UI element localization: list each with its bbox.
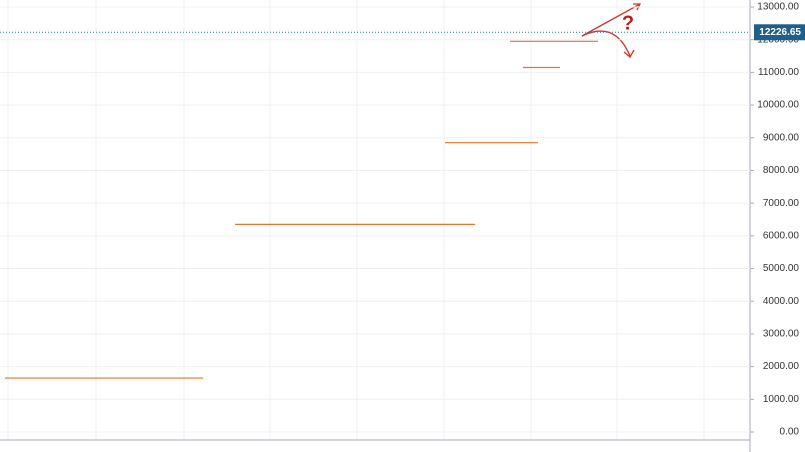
- current-price-tag: [754, 24, 805, 41]
- current-price-label: 12226.65: [759, 27, 801, 38]
- vertical-grid: [7, 0, 705, 440]
- y-tick-label: 1000.00: [763, 394, 800, 405]
- y-tick-label: 13000.00: [757, 2, 799, 13]
- y-tick-label: 9000.00: [763, 132, 800, 143]
- y-tick-label: 6000.00: [763, 230, 800, 241]
- y-tick-label: 10000.00: [757, 100, 799, 111]
- y-tick-label: 8000.00: [763, 165, 800, 176]
- y-tick-label: 4000.00: [763, 296, 800, 307]
- y-tick-label: 0.00: [780, 427, 800, 438]
- forecast-arrows: [581, 3, 642, 58]
- y-tick-label: 2000.00: [763, 361, 800, 372]
- y-tick-label: 7000.00: [763, 198, 800, 209]
- y-tick-label: 11000.00: [758, 67, 799, 78]
- y-tick-label: 3000.00: [763, 329, 800, 340]
- y-tick-label: 5000.00: [763, 263, 800, 274]
- annotation: ?: [622, 12, 634, 34]
